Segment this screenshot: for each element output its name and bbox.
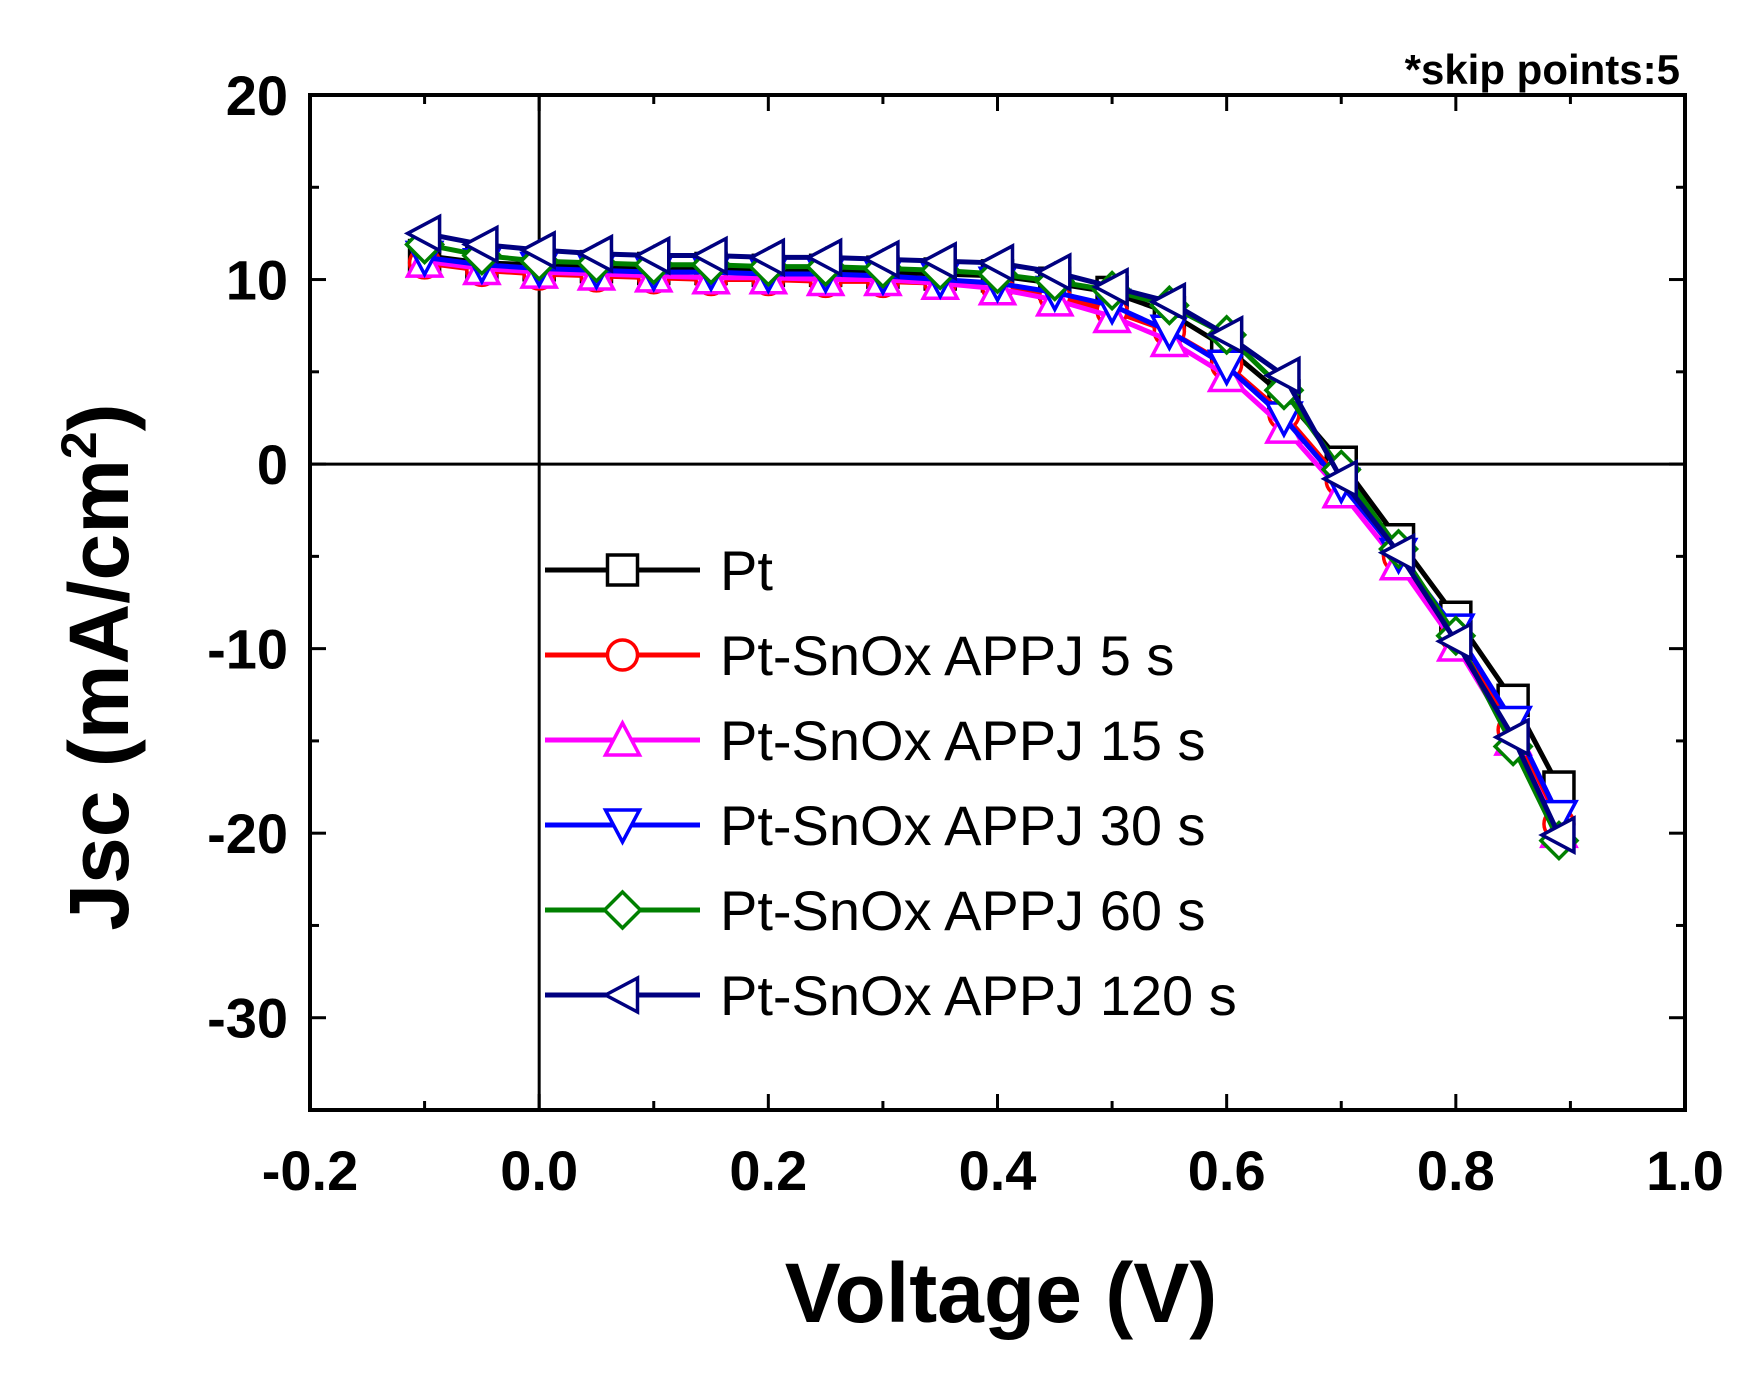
legend-label: Pt-SnOx APPJ 60 s [720, 879, 1206, 942]
legend-marker [602, 808, 643, 846]
legend-marker [605, 553, 640, 587]
data-point [633, 235, 671, 276]
plot-frame [308, 93, 1687, 1112]
data-point [1538, 815, 1576, 855]
data-point [690, 235, 728, 276]
data-point [1091, 267, 1129, 307]
data-point [518, 230, 556, 270]
data-point [1148, 281, 1187, 322]
y-tick-label: -30 [207, 987, 288, 1050]
legend-marker [602, 889, 643, 931]
legend-marker [602, 719, 643, 757]
y-tick-label: 0 [257, 433, 288, 496]
data-point [919, 241, 957, 282]
data-point [575, 233, 614, 274]
y-axis-title: Jsc (mA/cm2) [51, 403, 146, 930]
y-axis-title-close: ) [52, 403, 146, 431]
data-point [1435, 621, 1473, 662]
legend-label: Pt [720, 539, 773, 602]
x-tick-label: 0.6 [1188, 1139, 1266, 1202]
data-point [1492, 717, 1530, 758]
legend: Pt Pt-SnOx APPJ 5 s Pt-SnOx APPJ 15 s Pt-Sn… [545, 539, 1237, 1027]
plot-area: -0.2 0.0 0.2 0.4 0.6 0.8 1.0 20 10 0 -10 -20 -30 [207, 64, 1724, 1202]
legend-label: Pt-SnOx APPJ 30 s [720, 794, 1206, 857]
legend-marker [601, 975, 640, 1015]
x-axis-title: Voltage (V) [785, 1246, 1217, 1340]
legend-label: Pt-SnOx APPJ 120 s [720, 964, 1237, 1027]
data-point [1205, 314, 1244, 355]
y-tick-label: -10 [207, 618, 288, 681]
legend-item: Pt-SnOx APPJ 120 s [545, 964, 1237, 1027]
legend-label: Pt-SnOx APPJ 5 s [720, 624, 1174, 687]
data-point [976, 243, 1015, 283]
legend-label: Pt-SnOx APPJ 15 s [720, 709, 1206, 772]
legend-item: Pt-SnOx APPJ 30 s [545, 794, 1206, 857]
data-point [862, 239, 900, 280]
legend-item: Pt-SnOx APPJ 5 s [545, 624, 1174, 687]
series-line [424, 253, 1562, 789]
x-tick-label: 0.0 [500, 1139, 578, 1202]
x-tick-label: 0.2 [729, 1139, 807, 1202]
data-point [747, 237, 786, 278]
data-point [1377, 532, 1416, 573]
legend-item: Pt-SnOx APPJ 60 s [545, 879, 1206, 942]
data-point [403, 213, 442, 254]
x-tick-label: -0.2 [262, 1139, 359, 1202]
legend-marker [605, 638, 640, 672]
skip-points-annotation: *skip points:5 [1405, 46, 1680, 93]
legend-item: Pt [545, 539, 773, 602]
x-tick-label: 0.8 [1417, 1139, 1495, 1202]
y-tick-label: 10 [226, 249, 288, 312]
x-tick-label: 1.0 [1646, 1139, 1724, 1202]
data-point [804, 237, 843, 278]
y-axis-title-superscript: 2 [51, 431, 107, 459]
series-5 [403, 213, 1576, 855]
data-point [461, 224, 499, 265]
x-tick-label: 0.4 [959, 1139, 1037, 1202]
data-point [1320, 458, 1358, 499]
legend-item: Pt-SnOx APPJ 15 s [545, 709, 1206, 772]
y-tick-label: 20 [226, 64, 288, 127]
data-point [1034, 252, 1072, 293]
data-point [1263, 355, 1301, 396]
y-axis-title-main: Jsc (mA/cm [52, 459, 146, 931]
y-tick-label: -20 [207, 802, 288, 865]
